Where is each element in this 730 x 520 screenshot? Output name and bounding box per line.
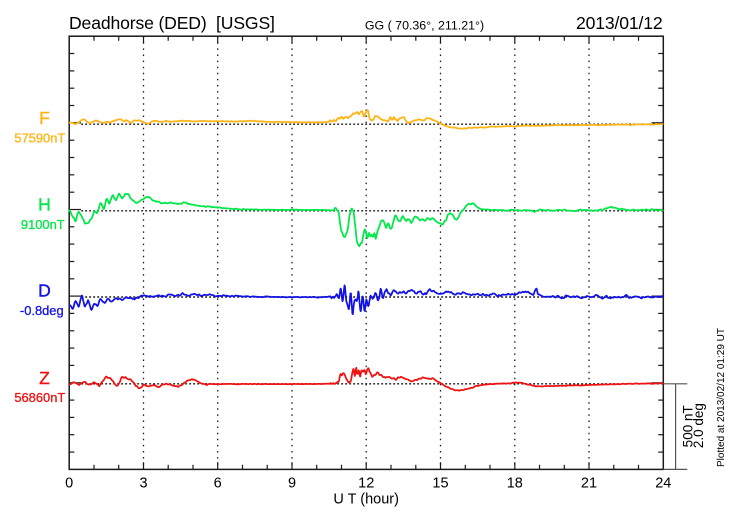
svg-text:9: 9: [288, 476, 296, 492]
svg-text:-0.8deg: -0.8deg: [20, 303, 64, 318]
svg-text:GG ( 70.36°, 211.21°): GG ( 70.36°, 211.21°): [365, 18, 484, 32]
svg-text:2.0 deg: 2.0 deg: [691, 403, 706, 448]
svg-text:Plotted at 2013/02/12 01:29 UT: Plotted at 2013/02/12 01:29 UT: [716, 328, 727, 467]
svg-text:56860nT: 56860nT: [14, 390, 65, 405]
svg-text:21: 21: [581, 476, 597, 492]
svg-text:15: 15: [432, 476, 448, 492]
svg-text:Z: Z: [39, 368, 50, 388]
svg-text:9100nT: 9100nT: [21, 217, 65, 232]
svg-text:12: 12: [358, 476, 374, 492]
svg-text:U T (hour): U T (hour): [333, 492, 399, 508]
svg-text:Deadhorse (DED) [USGS]: Deadhorse (DED) [USGS]: [69, 13, 275, 33]
svg-text:D: D: [38, 281, 51, 301]
svg-text:3: 3: [139, 476, 147, 492]
svg-text:F: F: [39, 108, 50, 128]
svg-text:6: 6: [214, 476, 222, 492]
svg-text:2013/01/12: 2013/01/12: [576, 13, 663, 33]
svg-text:0: 0: [65, 476, 73, 492]
svg-text:24: 24: [655, 476, 671, 492]
svg-text:18: 18: [507, 476, 523, 492]
svg-text:H: H: [38, 194, 51, 214]
svg-text:57590nT: 57590nT: [14, 131, 65, 146]
svg-text:500 nT: 500 nT: [681, 405, 696, 447]
